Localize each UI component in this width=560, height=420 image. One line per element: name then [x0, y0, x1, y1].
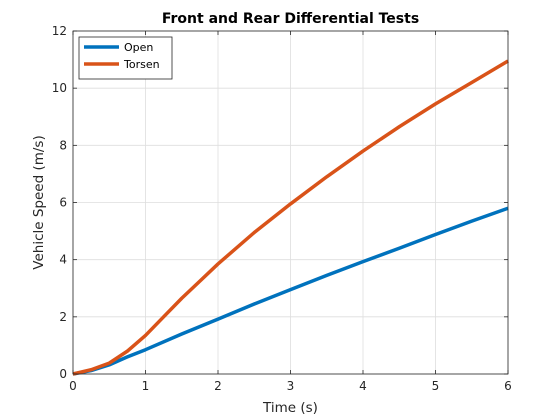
- y-tick-label: 10: [52, 81, 67, 95]
- y-axis-label: Vehicle Speed (m/s): [31, 135, 47, 269]
- y-tick-label: 8: [59, 138, 67, 152]
- chart-title: Front and Rear Differential Tests: [162, 11, 419, 27]
- x-tick-label: 2: [214, 379, 222, 393]
- x-tick-label: 5: [432, 379, 440, 393]
- x-tick-label: 3: [287, 379, 295, 393]
- y-tick-label: 4: [59, 253, 67, 267]
- y-tick-label: 2: [59, 310, 67, 324]
- x-tick-label: 1: [142, 379, 150, 393]
- legend-label-open: Open: [124, 41, 153, 54]
- legend: Open Torsen: [78, 36, 173, 80]
- series-layer: [72, 59, 509, 376]
- legend-label-torsen: Torsen: [123, 58, 160, 71]
- y-tick-label: 12: [52, 24, 67, 38]
- x-axis-label: Time (s): [262, 400, 318, 416]
- series-line-open: [72, 206, 509, 376]
- legend-box: [78, 36, 173, 80]
- x-tick-label: 0: [69, 379, 77, 393]
- x-tick-label: 4: [359, 379, 367, 393]
- y-tick-label: 6: [59, 196, 67, 210]
- y-tick-label: 0: [59, 367, 67, 381]
- series-line-torsen: [72, 59, 509, 376]
- x-tick-label: 6: [504, 379, 512, 393]
